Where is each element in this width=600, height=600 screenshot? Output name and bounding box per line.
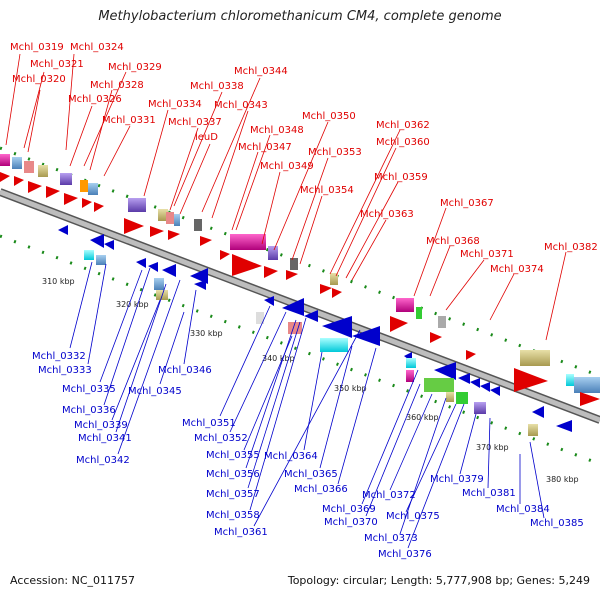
genome-title: Methylobacterium chloromethanicum CM4, c… (98, 9, 502, 24)
gene-label: Mchl_0361 (214, 527, 268, 538)
gene-label: Mchl_0319 (10, 42, 64, 53)
gene-label: Mchl_0368 (426, 236, 480, 247)
gene-label: Mchl_0354 (300, 185, 354, 196)
gene-label: Mchl_0356 (206, 469, 260, 480)
gene-label: Mchl_0349 (260, 161, 314, 172)
gene-label: Mchl_0346 (158, 365, 212, 376)
gene-label: Mchl_0362 (376, 120, 430, 131)
gene-label: Mchl_0329 (108, 62, 162, 73)
gene-label: Mchl_0336 (62, 405, 116, 416)
gene-label: Mchl_0343 (214, 100, 268, 111)
kbp-tick-label: 310 kbp (42, 277, 75, 286)
kbp-tick-label: 380 kbp (546, 475, 579, 484)
genome-stats-text: Topology: circular; Length: 5,777,908 bp… (287, 574, 590, 587)
gene-label: Mchl_0320 (12, 74, 66, 85)
gene-label: Mchl_0370 (324, 517, 378, 528)
gene-label: Mchl_0335 (62, 384, 116, 395)
gene-label: Mchl_0359 (374, 172, 428, 183)
forward-features (0, 154, 600, 406)
gene-label: Mchl_0367 (440, 198, 494, 209)
gene-label: Mchl_0342 (76, 455, 130, 466)
gene-label: Mchl_0364 (264, 451, 318, 462)
gene-label: Mchl_0360 (376, 137, 430, 148)
gene-label: Mchl_0334 (148, 99, 202, 110)
gene-label: Mchl_0373 (364, 533, 418, 544)
gene-label: Mchl_0348 (250, 125, 304, 136)
gene-label: Mchl_0381 (462, 488, 516, 499)
gene-label: Mchl_0384 (496, 504, 550, 515)
kbp-tick-label: 350 kbp (334, 384, 367, 393)
gene-label: Mchl_0338 (190, 81, 244, 92)
reverse-gene-labels: Mchl_0332 Mchl_0333 Mchl_0335 Mchl_0336 … (32, 351, 584, 560)
kbp-tick-label: 370 kbp (476, 443, 509, 452)
gene-label: Mchl_0332 (32, 351, 86, 362)
forward-gene-labels: Mchl_0319 Mchl_0324 Mchl_0321 Mchl_0329 … (10, 42, 598, 275)
reverse-leaders (69, 261, 545, 549)
gene-label: Mchl_0350 (302, 111, 356, 122)
gene-label: Mchl_0344 (234, 66, 288, 77)
gene-label: Mchl_0339 (74, 420, 128, 431)
kbp-tick-label: 360 kbp (406, 413, 439, 422)
gene-label: Mchl_0337 (168, 117, 222, 128)
kbp-tick-label: 320 kbp (116, 300, 149, 309)
gene-label: Mchl_0353 (308, 147, 362, 158)
gene-label: Mchl_0355 (206, 450, 260, 461)
gene-label: Mchl_0326 (68, 94, 122, 105)
gene-label: Mchl_0363 (360, 209, 414, 220)
gene-label: Mchl_0385 (530, 518, 584, 529)
gene-label: Mchl_0374 (490, 264, 544, 275)
gene-label: Mchl_0331 (102, 115, 156, 126)
gene-label: Mchl_0376 (378, 549, 432, 560)
reverse-features (58, 225, 572, 436)
kbp-ticks: 310 kbp 320 kbp 330 kbp 340 kbp 350 kbp … (42, 277, 579, 484)
gene-label: Mchl_0366 (294, 484, 348, 495)
kbp-tick-label: 330 kbp (190, 329, 223, 338)
gene-label: Mchl_0375 (386, 511, 440, 522)
gene-label: Mchl_0328 (90, 80, 144, 91)
gene-label: Mchl_0358 (206, 510, 260, 521)
gene-label: leuD (195, 132, 218, 143)
gene-label: Mchl_0333 (38, 365, 92, 376)
accession-text: Accession: NC_011757 (10, 574, 136, 587)
kbp-tick-label: 340 kbp (262, 354, 295, 363)
gene-label: Mchl_0351 (182, 418, 236, 429)
gene-label: Mchl_0347 (238, 142, 292, 153)
gene-label: Mchl_0357 (206, 489, 260, 500)
gene-label: Mchl_0372 (362, 490, 416, 501)
gene-label: Mchl_0345 (128, 386, 182, 397)
guide-tracks (0, 146, 600, 466)
forward-leaders (5, 53, 567, 341)
gene-label: Mchl_0382 (544, 242, 598, 253)
gene-label: Mchl_0379 (430, 474, 484, 485)
gene-label: Mchl_0321 (30, 59, 84, 70)
gene-label: Mchl_0341 (78, 433, 132, 444)
gene-label: Mchl_0371 (460, 249, 514, 260)
gene-label: Mchl_0352 (194, 433, 248, 444)
gene-label: Mchl_0365 (284, 469, 338, 480)
gene-label: Mchl_0324 (70, 42, 124, 53)
gene-label: Mchl_0369 (322, 504, 376, 515)
